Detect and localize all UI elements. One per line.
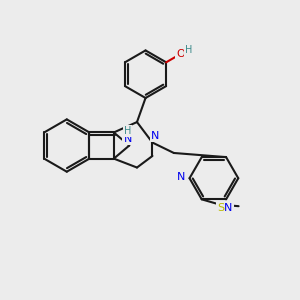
Text: O: O xyxy=(176,49,185,59)
Text: N: N xyxy=(177,172,185,182)
Text: N: N xyxy=(151,131,159,141)
Text: N: N xyxy=(224,203,233,213)
Text: H: H xyxy=(124,126,131,136)
Text: H: H xyxy=(185,45,192,56)
Text: S: S xyxy=(217,203,224,213)
Text: N: N xyxy=(124,134,132,144)
